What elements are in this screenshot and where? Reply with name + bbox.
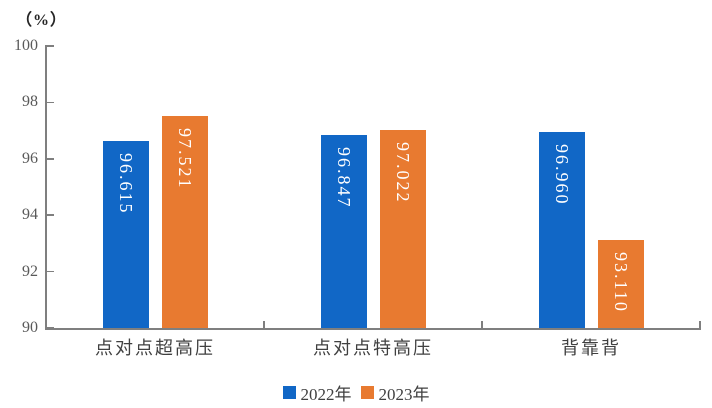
y-tick-label: 94 [22, 206, 38, 224]
bar-value-label: 97.521 [175, 127, 195, 190]
legend-swatch [282, 386, 296, 399]
bar-2023年: 93.110 [597, 240, 644, 328]
category-label: 背靠背 [561, 338, 621, 358]
legend-item: 2023年 [360, 380, 430, 405]
bar-value-label: 93.110 [611, 252, 631, 314]
y-tick [46, 270, 54, 273]
x-tick [481, 321, 483, 328]
y-tick [46, 327, 54, 329]
y-tick [46, 214, 54, 216]
bar-value-label: 96.615 [116, 153, 136, 215]
y-axis-line [45, 45, 47, 329]
y-tick-label: 92 [22, 262, 38, 280]
y-tick [46, 101, 54, 104]
bar-2022年: 96.960 [538, 131, 585, 328]
x-tick [263, 321, 265, 328]
bar-value-label: 96.960 [552, 143, 572, 206]
bar-2023年: 97.521 [161, 115, 208, 328]
x-tick [699, 321, 701, 328]
legend-label: 2023年 [378, 385, 430, 404]
bar-2022年: 96.615 [102, 141, 149, 328]
y-tick [46, 45, 54, 47]
bar-2023年: 97.022 [379, 129, 426, 328]
legend: 2022年 2023年 [0, 380, 712, 405]
y-tick [46, 158, 54, 160]
category-label: 点对点特高压 [313, 338, 433, 358]
bar-value-label: 96.847 [334, 146, 354, 209]
legend-label: 2022年 [300, 385, 352, 404]
y-tick-label: 100 [14, 37, 38, 54]
legend-swatch [360, 386, 374, 399]
bar-value-label: 97.022 [393, 141, 413, 204]
y-tick-label: 90 [22, 319, 38, 336]
y-tick-label: 96 [22, 149, 38, 167]
legend-item: 2022年 [282, 380, 352, 405]
x-axis-line [45, 328, 701, 330]
y-tick-label: 98 [22, 93, 38, 111]
bar-2022年: 96.847 [320, 134, 367, 328]
category-label: 点对点超高压 [95, 338, 215, 358]
y-axis-unit-label: （%） [16, 12, 68, 29]
